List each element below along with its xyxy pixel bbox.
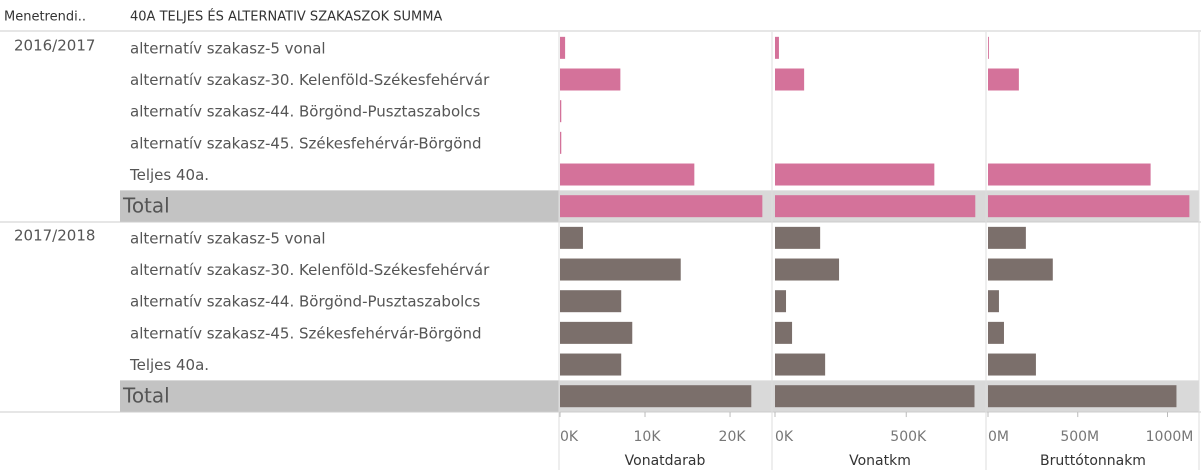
row-label: alternatív szakasz-5 vonal — [130, 229, 326, 247]
axis-title: Bruttótonnakm — [1040, 453, 1146, 469]
bar — [988, 258, 1053, 281]
row-label: Teljes 40a. — [129, 166, 209, 184]
x-tick-label: 10K — [634, 429, 662, 445]
total-band — [120, 190, 559, 223]
row-label: alternatív szakasz-44. Börgönd-Pusztasza… — [130, 103, 481, 121]
bar — [560, 321, 633, 344]
bar — [560, 258, 681, 281]
row-label: Teljes 40a. — [129, 356, 209, 374]
bar — [775, 226, 821, 249]
row-label: Total — [122, 384, 170, 408]
x-tick-label: 0M — [988, 429, 1009, 445]
bar — [560, 195, 763, 218]
bar — [775, 36, 779, 59]
x-tick-label: 0K — [560, 429, 579, 445]
row-label: alternatív szakasz-44. Börgönd-Pusztasza… — [130, 293, 481, 311]
bar — [775, 385, 975, 408]
bar — [560, 68, 621, 91]
bar — [775, 163, 935, 186]
row-label: Total — [122, 194, 170, 218]
bar — [560, 100, 562, 123]
bar — [775, 258, 840, 281]
bar — [988, 163, 1151, 186]
bar — [988, 353, 1036, 376]
bar — [775, 353, 826, 376]
row-label: alternatív szakasz-5 vonal — [130, 39, 326, 57]
bar — [560, 290, 622, 313]
bar — [988, 385, 1177, 408]
axis-title: Vonatkm — [849, 453, 911, 469]
column-header: 40A TELJES ÉS ALTERNATIV SZAKASZOK SUMMA — [130, 9, 442, 25]
x-tick-label: 1000M — [1146, 429, 1194, 445]
x-tick-label: 500M — [1060, 429, 1099, 445]
row-label: alternatív szakasz-30. Kelenföld-Székesf… — [130, 261, 490, 279]
x-tick-label: 0K — [775, 429, 794, 445]
row-label: alternatív szakasz-45. Székesfehérvár-Bö… — [130, 134, 481, 152]
bar — [988, 195, 1190, 218]
bar — [775, 195, 976, 218]
bar — [560, 36, 566, 59]
bar — [560, 163, 695, 186]
column-header: Menetrendi.. — [4, 10, 86, 25]
axis-title: Vonatdarab — [625, 453, 706, 469]
row-label: alternatív szakasz-30. Kelenföld-Székesf… — [130, 71, 490, 89]
bar — [560, 385, 752, 408]
bar — [775, 290, 787, 313]
x-tick-label: 20K — [719, 429, 747, 445]
bar — [988, 68, 1019, 91]
bar — [988, 290, 999, 313]
bar — [988, 36, 989, 59]
bar — [560, 353, 622, 376]
bar — [560, 131, 562, 154]
bar — [560, 226, 583, 249]
bar — [775, 68, 805, 91]
row-label: alternatív szakasz-45. Székesfehérvár-Bö… — [130, 324, 481, 342]
bar — [775, 321, 793, 344]
group-label: 2017/2018 — [14, 227, 95, 245]
group-label: 2016/2017 — [14, 37, 95, 55]
x-tick-label: 500K — [890, 429, 927, 445]
bar — [988, 226, 1026, 249]
bar — [988, 321, 1004, 344]
total-band — [120, 380, 559, 413]
